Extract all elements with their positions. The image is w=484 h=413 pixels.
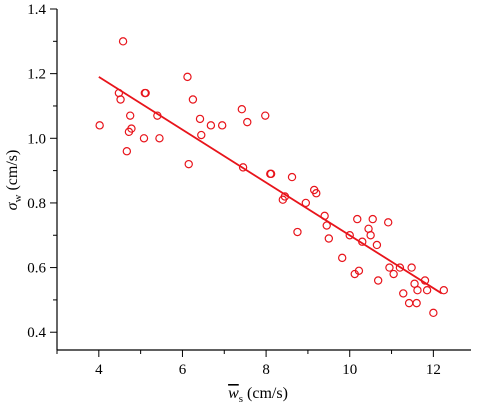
data-point bbox=[125, 111, 135, 120]
data-point bbox=[293, 227, 302, 237]
data-point bbox=[95, 121, 104, 130]
data-point bbox=[301, 198, 311, 208]
data-point bbox=[139, 134, 149, 143]
data-point bbox=[312, 189, 321, 198]
data-point bbox=[118, 37, 128, 46]
x-tick-label: 12 bbox=[426, 362, 441, 378]
x-axis-symbol: w bbox=[228, 385, 239, 402]
data-point bbox=[237, 104, 247, 114]
y-axis-label: σw (cm/s) bbox=[4, 150, 24, 211]
data-point bbox=[389, 269, 398, 279]
data-point bbox=[422, 286, 432, 295]
data-point bbox=[372, 240, 382, 250]
data-point bbox=[366, 231, 375, 240]
x-tick-label: 6 bbox=[179, 362, 187, 378]
data-point bbox=[197, 130, 206, 140]
data-point bbox=[385, 263, 394, 272]
data-point bbox=[116, 95, 125, 104]
data-point bbox=[261, 111, 270, 120]
data-point bbox=[373, 276, 383, 285]
data-point bbox=[322, 221, 331, 230]
data-points bbox=[95, 37, 449, 318]
x-tick-label: 10 bbox=[342, 362, 357, 378]
axes bbox=[50, 8, 471, 357]
data-point bbox=[407, 263, 416, 272]
fit-line-layer bbox=[98, 76, 443, 295]
data-point bbox=[195, 114, 205, 124]
y-axis-subscript: w bbox=[12, 194, 24, 202]
data-point bbox=[287, 172, 297, 182]
data-point bbox=[429, 308, 438, 318]
data-point bbox=[183, 72, 192, 82]
x-axis-subscript: s bbox=[239, 393, 243, 405]
data-point bbox=[404, 298, 414, 308]
data-point bbox=[368, 214, 377, 224]
x-axis-label: ws (cm/s) bbox=[228, 385, 288, 405]
data-point bbox=[353, 214, 362, 224]
y-tick-label: 1.2 bbox=[27, 67, 46, 83]
data-point bbox=[243, 117, 252, 127]
data-point bbox=[217, 121, 227, 130]
data-point bbox=[122, 147, 132, 156]
data-point bbox=[324, 234, 334, 243]
fit-line bbox=[98, 76, 443, 295]
data-point bbox=[141, 88, 150, 98]
y-axis-unit: (cm/s) bbox=[4, 150, 21, 195]
data-point bbox=[155, 134, 164, 143]
y-tick-label: 1.0 bbox=[27, 131, 46, 147]
data-point bbox=[384, 218, 393, 227]
data-point bbox=[354, 266, 364, 276]
data-point bbox=[266, 169, 276, 179]
axis-labels: 4 6 8 10 120.40.60.81.01.21.4ws (cm/s)σw (cm… bbox=[4, 2, 441, 405]
data-point bbox=[345, 231, 354, 240]
data-point bbox=[127, 124, 136, 133]
data-point bbox=[184, 159, 193, 169]
data-point bbox=[439, 286, 449, 295]
data-point bbox=[412, 298, 421, 308]
data-point bbox=[188, 95, 198, 104]
data-point bbox=[206, 121, 216, 130]
y-axis-symbol: σ bbox=[4, 201, 21, 210]
y-tick-label: 0.8 bbox=[27, 196, 46, 212]
data-point bbox=[413, 286, 422, 295]
data-point bbox=[399, 289, 408, 298]
x-tick-label: 4 bbox=[95, 362, 103, 378]
y-tick-label: 0.4 bbox=[27, 325, 46, 341]
x-tick-label: 8 bbox=[262, 362, 270, 378]
y-tick-label: 1.4 bbox=[27, 2, 46, 18]
x-axis-unit: (cm/s) bbox=[243, 385, 288, 402]
y-tick-label: 0.6 bbox=[27, 261, 46, 277]
data-point bbox=[238, 163, 248, 172]
data-point bbox=[395, 263, 405, 272]
data-point bbox=[338, 253, 347, 263]
